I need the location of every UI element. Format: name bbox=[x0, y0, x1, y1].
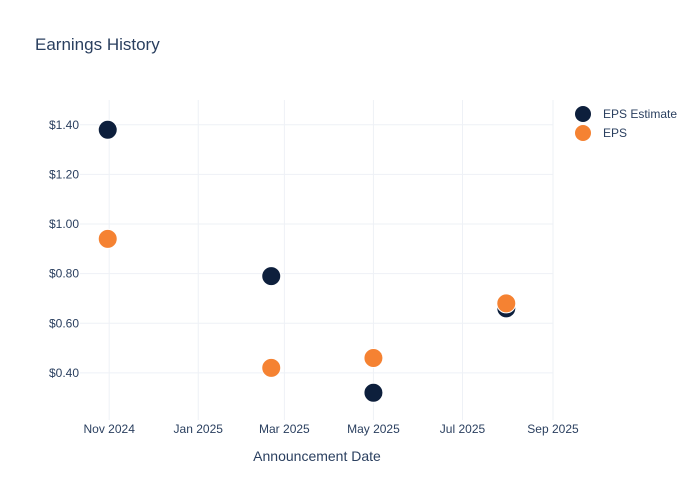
legend-marker bbox=[575, 125, 591, 141]
data-point bbox=[97, 228, 118, 249]
data-point bbox=[261, 357, 282, 378]
y-tick-label: $1.20 bbox=[49, 167, 79, 181]
data-point bbox=[97, 119, 118, 140]
x-tick-label: May 2025 bbox=[347, 422, 400, 436]
data-points bbox=[97, 119, 517, 403]
legend-label: EPS bbox=[603, 126, 627, 140]
legend: EPS Estimate EPS bbox=[575, 106, 677, 141]
x-tick-label: Mar 2025 bbox=[259, 422, 310, 436]
y-tick-label: $1.40 bbox=[49, 118, 79, 132]
x-axis-ticks: Nov 2024 Jan 2025 Mar 2025 May 2025 Jul 2025… bbox=[84, 422, 580, 436]
legend-label: EPS Estimate bbox=[603, 107, 677, 121]
y-tick-label: $0.40 bbox=[49, 366, 79, 380]
data-point bbox=[261, 266, 282, 287]
legend-item[interactable]: EPS bbox=[575, 125, 627, 141]
series-0 bbox=[97, 119, 517, 403]
legend-marker bbox=[575, 106, 591, 122]
data-point bbox=[363, 382, 384, 403]
y-tick-label: $0.80 bbox=[49, 267, 79, 281]
data-point bbox=[496, 293, 517, 314]
y-tick-label: $0.60 bbox=[49, 316, 79, 330]
x-axis-title: Announcement Date bbox=[253, 448, 381, 464]
y-tick-label: $1.00 bbox=[49, 217, 79, 231]
x-tick-label: Jan 2025 bbox=[174, 422, 224, 436]
grid bbox=[80, 100, 554, 420]
series-1 bbox=[97, 228, 517, 378]
legend-item[interactable]: EPS Estimate bbox=[575, 106, 677, 122]
data-point bbox=[363, 347, 384, 368]
x-tick-label: Sep 2025 bbox=[527, 422, 579, 436]
x-tick-label: Nov 2024 bbox=[84, 422, 136, 436]
x-tick-label: Jul 2025 bbox=[440, 422, 486, 436]
chart-title: Earnings History bbox=[35, 35, 160, 54]
y-axis-ticks: $0.40 $0.60 $0.80 $1.00 $1.20 $1.40 bbox=[49, 118, 79, 380]
